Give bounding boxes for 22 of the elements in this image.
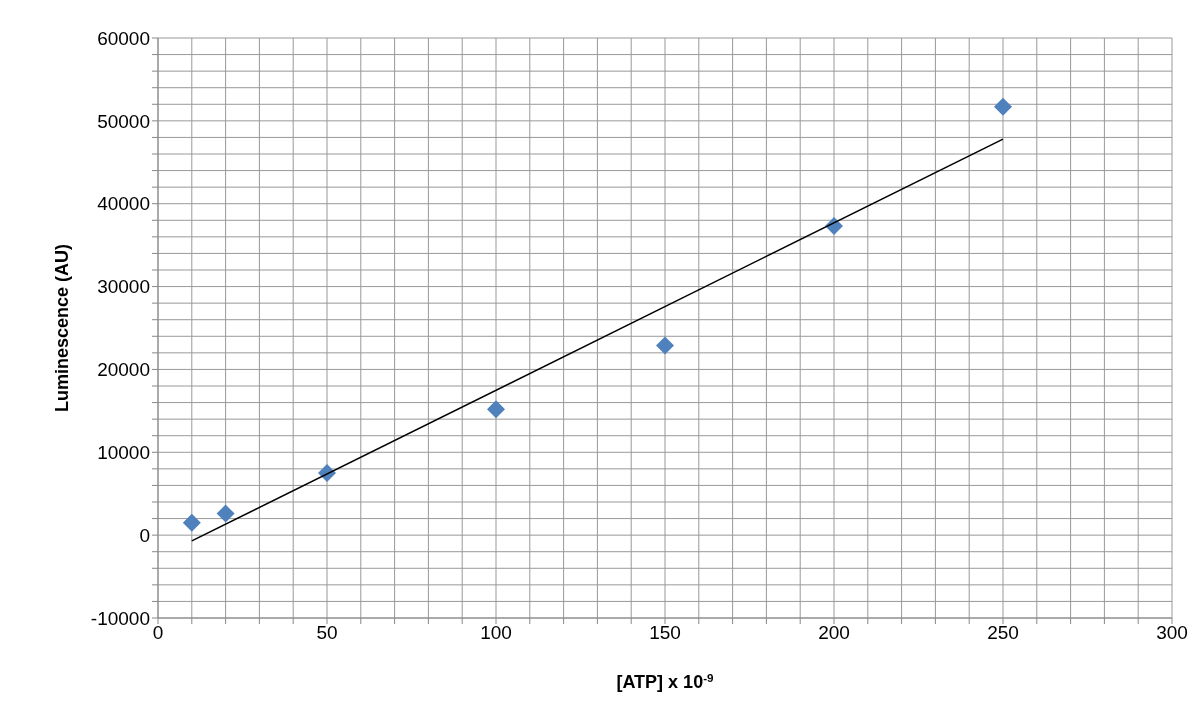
y-axis-title: Luminescence (AU) <box>52 243 72 413</box>
y-tick-label: 0 <box>139 524 150 546</box>
x-tick-label: 150 <box>649 622 681 644</box>
x-axis-title: [ATP] x 10$^{-9}$ <box>616 670 715 692</box>
y-tick-label: -10000 <box>90 607 150 629</box>
point <box>487 400 505 419</box>
point <box>216 504 235 523</box>
y-tick-label: 40000 <box>97 193 150 215</box>
y-tick-label: 10000 <box>97 442 150 464</box>
x-tick-label: 50 <box>316 622 338 644</box>
x-tick-label: 0 <box>152 622 164 644</box>
y-tick-label: 50000 <box>97 110 150 132</box>
x-tick-label: 100 <box>480 622 512 644</box>
point <box>182 513 201 532</box>
point <box>656 336 674 355</box>
x-tick-label: 300 <box>1156 622 1188 644</box>
point <box>994 97 1012 116</box>
x-tick-label: 200 <box>818 622 850 644</box>
x-tick-label: 250 <box>987 622 1019 644</box>
y-tick-label: 20000 <box>97 359 150 381</box>
y-tick-label: 60000 <box>97 27 150 49</box>
y-tick-label: 30000 <box>97 276 150 298</box>
